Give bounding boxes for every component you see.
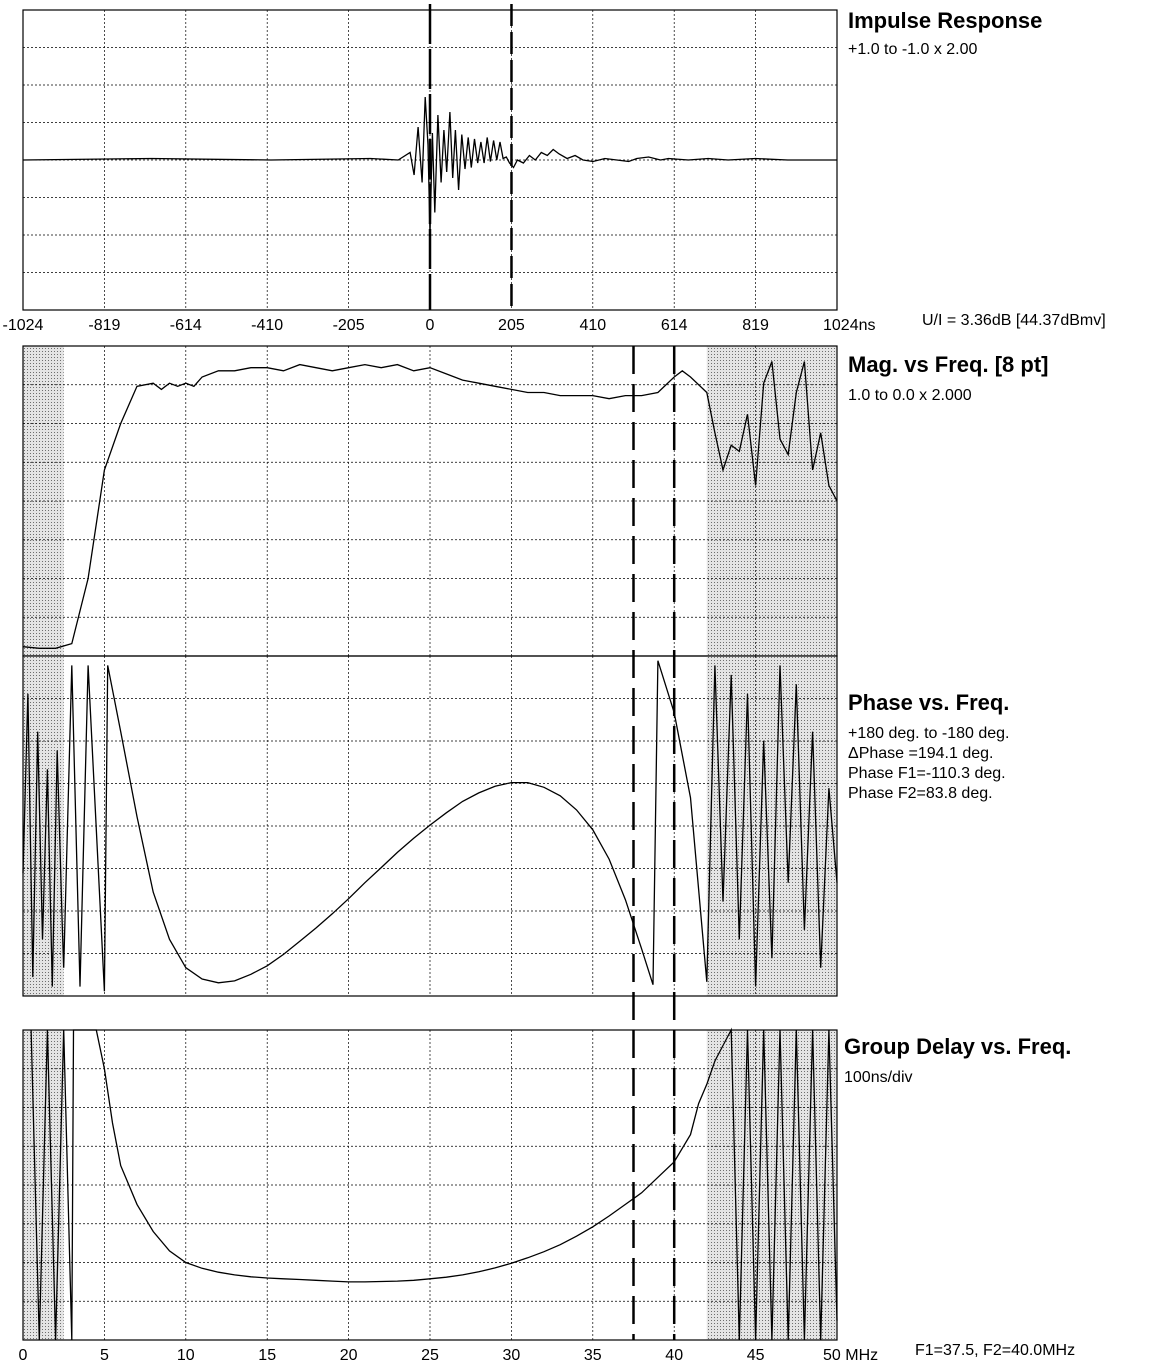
x-tick-label: -819 xyxy=(88,317,120,334)
x-tick-label: -1024 xyxy=(3,317,44,334)
x-tick-label: 205 xyxy=(498,317,525,334)
marker-frequency-readout: F1=37.5, F2=40.0MHz xyxy=(915,1342,1076,1359)
plot-frame xyxy=(22,1029,838,1341)
panel-subtitle: +1.0 to -1.0 x 2.00 xyxy=(848,41,978,58)
x-tick-label: 819 xyxy=(742,317,769,334)
mag-label-block: Mag. vs Freq. [8 pt] 1.0 to 0.0 x 2.000 xyxy=(848,352,1048,406)
panel-title: Phase vs. Freq. xyxy=(848,690,1010,715)
x-tick-label: 35 xyxy=(584,1347,602,1364)
x-tick-label: 50 MHz xyxy=(823,1347,878,1364)
phase-label-block: Phase vs. Freq. +180 deg. to -180 deg. Δ… xyxy=(848,690,1009,804)
group-delay-label-block: Group Delay vs. Freq. 100ns/div xyxy=(844,1034,1071,1088)
panel-subtitle-line: ΔPhase =194.1 deg. xyxy=(848,745,994,762)
x-tick-label: 0 xyxy=(19,1347,28,1364)
x-tick-label: 10 xyxy=(177,1347,195,1364)
panel-subtitle-line: Phase F1=-110.3 deg. xyxy=(848,765,1006,782)
x-tick-label: 410 xyxy=(579,317,606,334)
panel-title: Mag. vs Freq. [8 pt] xyxy=(848,352,1049,377)
panel-title: Impulse Response xyxy=(848,8,1043,33)
panel-subtitle: 100ns/div xyxy=(844,1069,913,1086)
plot-frame xyxy=(22,655,838,997)
x-tick-label: 614 xyxy=(661,317,688,334)
x-tick-label: -614 xyxy=(170,317,202,334)
x-tick-label: 5 xyxy=(100,1347,109,1364)
impulse-label-block: Impulse Response +1.0 to -1.0 x 2.00 xyxy=(848,8,1042,60)
x-tick-label: -205 xyxy=(333,317,365,334)
x-tick-label: 0 xyxy=(426,317,435,334)
x-tick-label: 15 xyxy=(258,1347,276,1364)
series-line xyxy=(30,1027,838,1341)
panel-subtitle-line: Phase F2=83.8 deg. xyxy=(848,785,993,802)
panel-subtitle-line: +180 deg. to -180 deg. xyxy=(848,725,1010,742)
x-tick-label: 1024ns xyxy=(823,317,876,334)
x-tick-label: 20 xyxy=(340,1347,358,1364)
series-line xyxy=(22,660,838,992)
impulse-readout: U/I = 3.36dB [44.37dBmv] xyxy=(922,312,1106,329)
panel-subtitle: 1.0 to 0.0 x 2.000 xyxy=(848,387,972,404)
x-tick-label: 30 xyxy=(503,1347,521,1364)
x-tick-label: 25 xyxy=(421,1347,439,1364)
panel-title: Group Delay vs. Freq. xyxy=(844,1034,1072,1059)
x-tick-label: 40 xyxy=(665,1347,683,1364)
x-tick-label: -410 xyxy=(251,317,283,334)
x-tick-label: 45 xyxy=(747,1347,765,1364)
series-line xyxy=(22,361,838,649)
